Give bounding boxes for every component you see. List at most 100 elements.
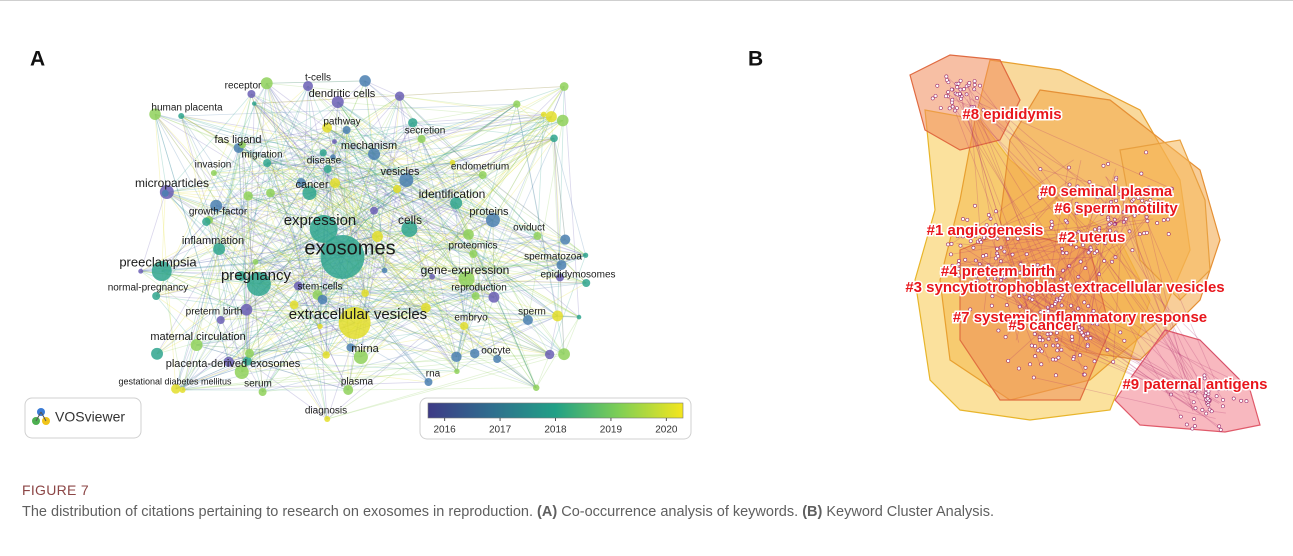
edge [246, 304, 295, 311]
node [1046, 309, 1051, 314]
edge [327, 168, 580, 318]
node [993, 256, 998, 261]
node [995, 236, 1000, 241]
edge [496, 358, 537, 389]
edge [242, 144, 263, 393]
node [1063, 218, 1068, 223]
node [1089, 237, 1094, 242]
keyword-labels: t-cells receptor dendritic cells human plac… [108, 73, 616, 417]
node [331, 96, 344, 108]
edge [432, 254, 586, 278]
edge [251, 93, 327, 356]
edge [396, 188, 457, 357]
edge [255, 261, 494, 298]
node [1106, 217, 1111, 222]
edge [492, 219, 495, 298]
edge [241, 285, 299, 373]
edge [1073, 305, 1103, 358]
node [1113, 177, 1118, 182]
node [1028, 362, 1032, 367]
edge [262, 354, 550, 393]
edge [455, 202, 565, 355]
edge [298, 285, 537, 389]
edge [326, 127, 407, 181]
edge [1112, 188, 1126, 362]
edge [206, 221, 587, 284]
edge [468, 234, 537, 388]
edge [1073, 270, 1083, 333]
node [946, 242, 950, 247]
edge [156, 256, 343, 297]
edge [309, 192, 498, 360]
node [1155, 221, 1160, 225]
edge [208, 219, 366, 294]
node [1061, 268, 1065, 273]
node [1124, 217, 1128, 222]
edge [384, 269, 550, 355]
colorbar-tick-label: 2019 [600, 425, 623, 436]
keyword-label: mirna [351, 343, 379, 355]
edge [208, 95, 400, 221]
edge [975, 259, 978, 277]
node [1086, 250, 1091, 255]
edge [140, 270, 580, 318]
edge [242, 144, 248, 362]
node [979, 240, 983, 245]
edge [1018, 295, 1052, 334]
edge [251, 93, 474, 255]
edge [364, 80, 400, 97]
node [1000, 271, 1005, 275]
node [1101, 163, 1106, 168]
edge [213, 172, 474, 255]
node [1031, 375, 1036, 380]
node [995, 246, 1000, 251]
edge [1013, 212, 1139, 271]
edge [951, 102, 1013, 265]
node [1069, 303, 1073, 308]
keyword-label: stem-cells [297, 282, 342, 293]
edge [166, 191, 465, 327]
node [460, 322, 469, 330]
edge [228, 116, 552, 363]
edge [241, 322, 355, 373]
edge [1004, 277, 1031, 321]
keyword-label: preeclampsia [119, 254, 197, 269]
node [949, 242, 954, 246]
panel-label: B [748, 48, 763, 71]
edge [493, 297, 537, 388]
node [974, 274, 978, 279]
cluster-label: #7 systemic inflammatory response [953, 309, 1207, 326]
edge [468, 234, 586, 256]
node [988, 266, 992, 271]
node [999, 245, 1003, 250]
edge [140, 270, 587, 284]
node [1040, 317, 1045, 322]
edge [945, 96, 975, 108]
edge [975, 195, 1083, 237]
edge [247, 360, 328, 420]
edge [182, 358, 498, 391]
node [234, 365, 249, 379]
edge [317, 294, 328, 420]
edge [959, 93, 1032, 319]
edge [181, 115, 407, 181]
node [953, 108, 957, 113]
node [996, 328, 1001, 333]
node [247, 90, 256, 98]
edge [1115, 179, 1194, 412]
edge [337, 101, 563, 121]
node [989, 303, 994, 308]
edge [950, 221, 1148, 255]
keyword-label: spermatozoa [524, 252, 582, 263]
edge [266, 83, 385, 271]
node [1049, 219, 1054, 224]
node [559, 82, 569, 91]
node [1017, 319, 1022, 323]
node [252, 259, 259, 265]
node [1055, 348, 1060, 353]
edge [246, 122, 414, 311]
edge [140, 270, 250, 354]
edge [346, 129, 375, 211]
node [987, 228, 992, 233]
node [1218, 427, 1223, 432]
